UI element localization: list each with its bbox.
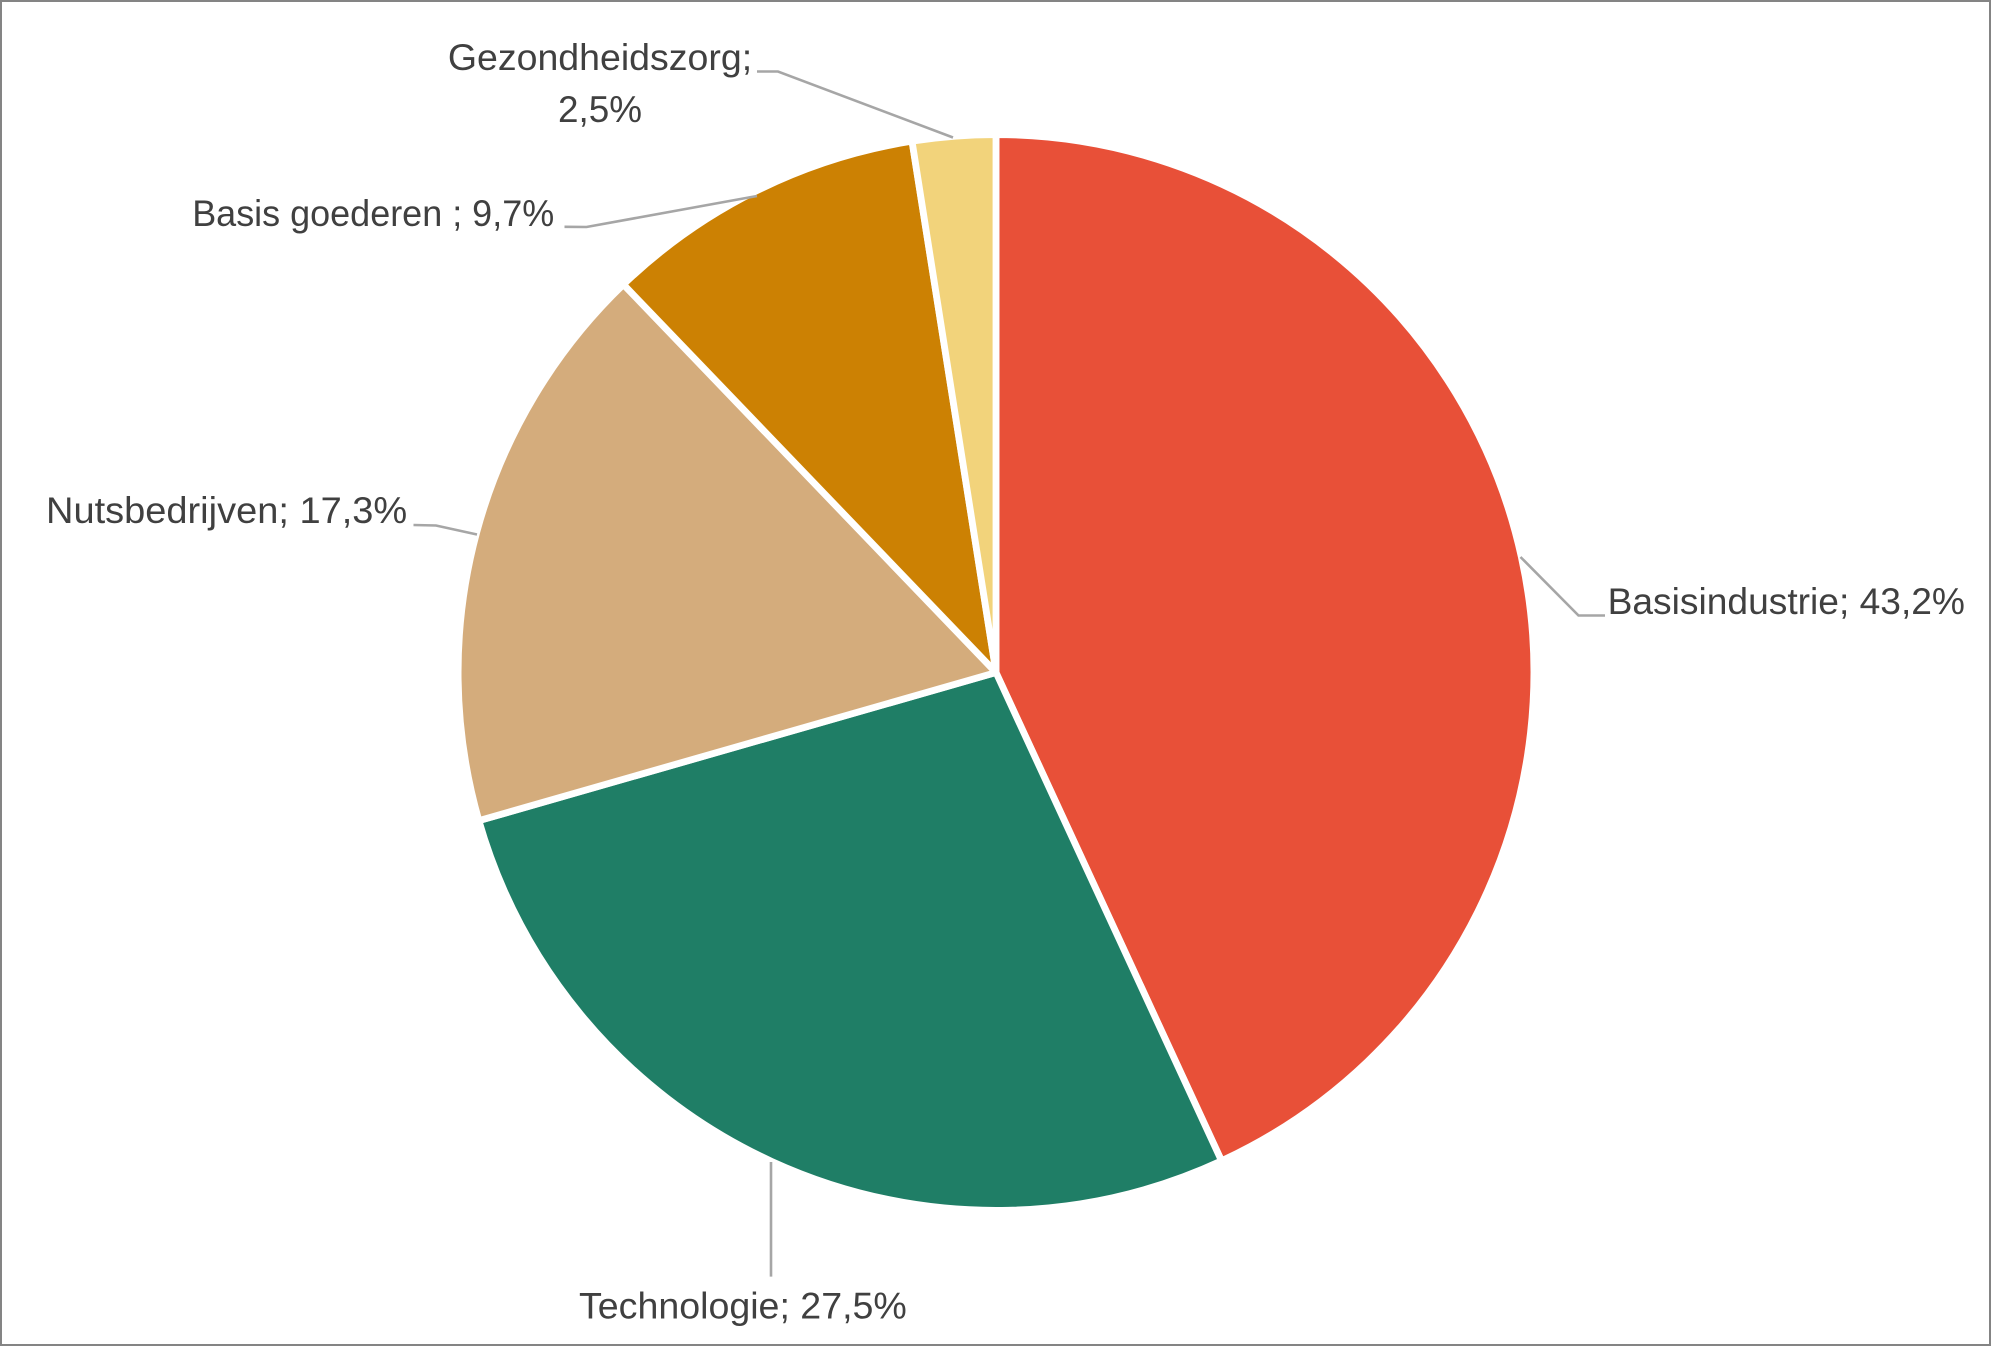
svg-text:Basis goederen ; 9,7%: Basis goederen ; 9,7% xyxy=(192,193,554,234)
svg-text:Basisindustrie; 43,2%: Basisindustrie; 43,2% xyxy=(1608,581,1965,622)
svg-text:2,5%: 2,5% xyxy=(558,89,642,130)
svg-text:Gezondheidszorg;: Gezondheidszorg; xyxy=(448,37,752,78)
svg-text:Technologie; 27,5%: Technologie; 27,5% xyxy=(579,1285,907,1326)
svg-text:Nutsbedrijven; 17,3%: Nutsbedrijven; 17,3% xyxy=(46,490,407,531)
